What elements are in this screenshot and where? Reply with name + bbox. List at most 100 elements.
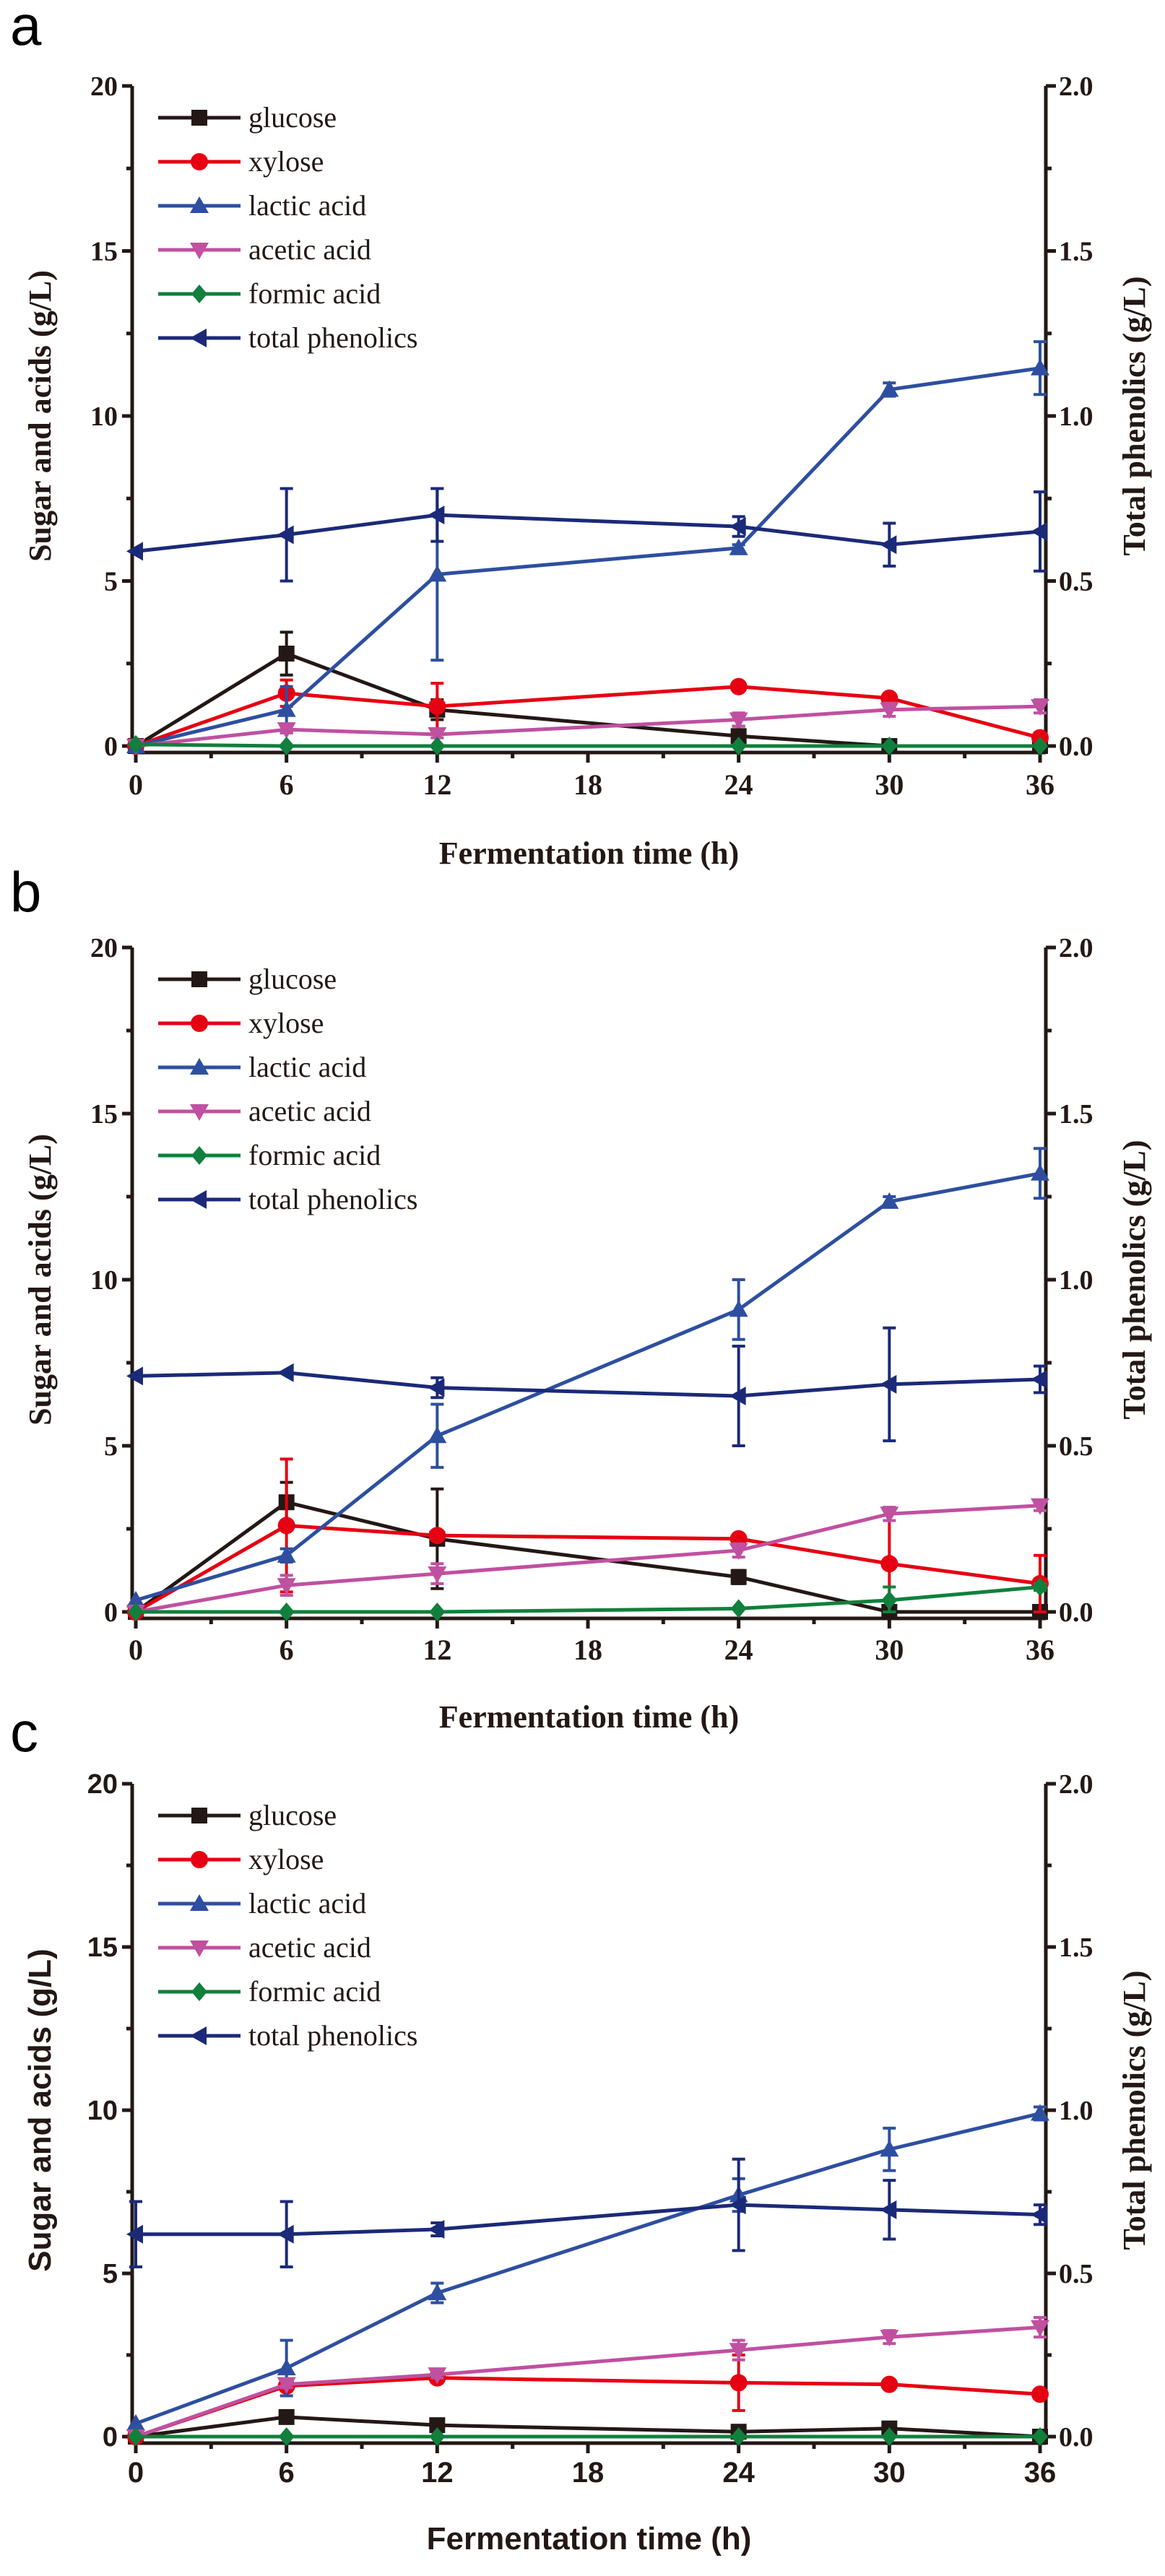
right-y-tick-label: 0.5: [1059, 567, 1093, 597]
series-formic-acid: [128, 1577, 1048, 1621]
data-point: [277, 1578, 296, 1595]
legend-marker: [190, 1940, 209, 1957]
data-point: [1032, 2427, 1048, 2446]
left-y-tick-label: 15: [90, 1099, 118, 1129]
left-y-axis-title: Sugar and acids (g/L): [22, 1134, 58, 1426]
series-line: [135, 1171, 1041, 1603]
left-y-axis-title: Sugar and acids (g/L): [22, 270, 58, 562]
data-point: [1031, 521, 1047, 541]
x-tick-label: 24: [722, 2457, 755, 2489]
left-y-tick-label: 15: [87, 1933, 118, 1963]
panel-c: c 0 5 10 15 20 0.0 0.5 1.0 1.5 2.0 0 6 12 18 24 30 36 Ferm…: [10, 1700, 1152, 2557]
right-y-tick-label: 0.5: [1059, 2259, 1093, 2289]
x-tick-label: 0: [129, 1634, 143, 1666]
data-point: [1031, 699, 1049, 716]
data-point: [729, 712, 748, 729]
legend-label: lactic acid: [248, 189, 366, 222]
legend-label: glucose: [248, 101, 337, 134]
data-point: [880, 2330, 899, 2347]
data-point: [880, 1374, 897, 1394]
x-axis-title: Fermentation time (h): [439, 1699, 739, 1735]
legend-label: total phenolics: [248, 321, 417, 354]
data-point: [881, 1590, 898, 1610]
data-point: [278, 646, 295, 662]
series-line: [135, 704, 1041, 748]
data-point: [278, 737, 295, 755]
series-line: [135, 513, 1041, 553]
left-y-tick-label: 0: [103, 2422, 118, 2453]
legend-label: xylose: [248, 1843, 324, 1875]
right-y-tick-label: 0.5: [1059, 1431, 1093, 1462]
data-point: [428, 727, 447, 745]
data-point: [429, 737, 446, 755]
series-xylose: [127, 1457, 1049, 1621]
legend-label: formic acid: [248, 277, 381, 310]
legend-label: formic acid: [248, 1139, 381, 1171]
data-point: [277, 2224, 294, 2244]
x-tick-label: 12: [421, 2457, 454, 2489]
data-point: [730, 1599, 747, 1618]
left-y-tick-label: 10: [90, 1265, 118, 1296]
series-formic-acid: [128, 2427, 1048, 2446]
legend-label: xylose: [248, 145, 324, 178]
data-point: [1031, 2104, 1049, 2121]
left-y-tick-label: 0: [104, 1597, 118, 1628]
left-y-axis-title: Sugar and acids (g/L): [22, 1948, 58, 2271]
series-glucose: [128, 2408, 1048, 2445]
right-y-tick-label: 1.0: [1059, 402, 1093, 432]
series-line: [135, 2112, 1041, 2426]
x-tick-label: 24: [724, 1634, 753, 1666]
data-point: [880, 535, 897, 555]
legend-marker: [191, 1015, 208, 1032]
series-line: [135, 742, 1040, 748]
data-point: [128, 1603, 144, 1621]
data-point: [428, 1566, 447, 1584]
left-y-tick-label: 10: [90, 402, 118, 432]
legend-label: acetic acid: [248, 233, 371, 266]
data-point: [428, 698, 446, 716]
data-point: [880, 702, 899, 719]
data-point: [880, 2200, 897, 2219]
panel-a: a 0 5 10 15 20 0.0 0.5 1.0 1.5 2.0 0 6 12 18 24 30 36 Ferm…: [10, 0, 1152, 871]
data-point: [880, 2140, 899, 2157]
series-line: [134, 1523, 1041, 1614]
right-y-tick-label: 0.0: [1059, 1597, 1093, 1628]
x-tick-label: 18: [572, 2457, 605, 2489]
legend-marker: [190, 1058, 209, 1075]
x-axis-title: Fermentation time (h): [427, 2521, 752, 2557]
legend-label: glucose: [248, 1799, 337, 1831]
data-point: [730, 2427, 747, 2446]
legend-label: total phenolics: [248, 2019, 417, 2052]
legend-label: total phenolics: [248, 1183, 417, 1215]
x-tick-label: 30: [875, 1634, 904, 1666]
data-point: [428, 1527, 446, 1545]
left-y-tick-label: 15: [90, 237, 118, 267]
data-point: [428, 565, 447, 582]
legend-label: formic acid: [248, 1975, 381, 2008]
right-y-tick-label: 0.0: [1059, 732, 1093, 762]
data-point: [729, 1300, 748, 1317]
left-y-tick-label: 20: [90, 933, 118, 963]
series-lactic-acid: [126, 1147, 1049, 1608]
legend-marker: [191, 1851, 208, 1868]
x-tick-label: 0: [129, 768, 143, 801]
right-y-tick-label: 1.5: [1059, 1099, 1093, 1129]
data-point: [880, 1506, 899, 1524]
legend-marker: [191, 1808, 207, 1823]
data-point: [429, 2427, 446, 2446]
series-line: [135, 1371, 1041, 1398]
left-y-tick-label: 5: [104, 1431, 118, 1462]
legend-marker: [190, 1104, 209, 1121]
legend-marker: [191, 1982, 207, 2001]
legend-marker: [190, 1894, 209, 1911]
data-point: [729, 1387, 746, 1405]
right-y-tick-label: 0.0: [1059, 2422, 1093, 2453]
data-point: [1032, 1577, 1048, 1597]
x-tick-label: 6: [279, 2457, 295, 2489]
legend-marker: [190, 243, 209, 259]
x-tick-label: 12: [423, 768, 451, 801]
series-formic-acid: [128, 734, 1048, 755]
data-point: [277, 1517, 295, 1535]
right-y-tick-label: 1.0: [1059, 2096, 1093, 2126]
